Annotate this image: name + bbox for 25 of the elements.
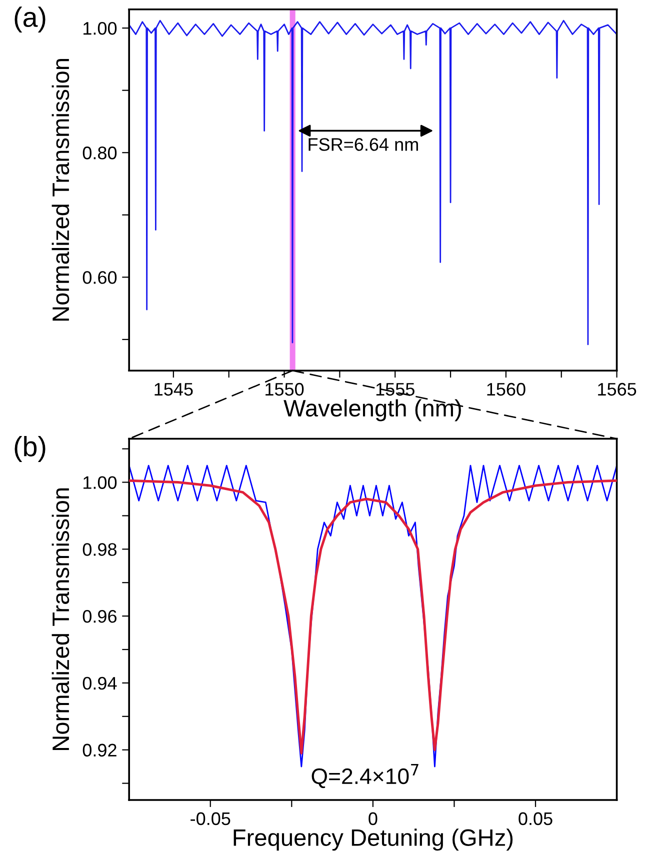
y-axis-title: Normalized Transmission bbox=[52, 58, 70, 321]
annotation: Q=2.4×10$^{7}$ bbox=[312, 764, 418, 788]
x-tick-label: 1550 bbox=[266, 382, 304, 396]
y-tick-label: 0.60 bbox=[82, 271, 117, 284]
x-tick-label: 1545 bbox=[154, 383, 193, 396]
x-axis-title: Frequency Detuning (GHz) bbox=[234, 828, 513, 851]
y-tick-label: 0.98 bbox=[82, 543, 117, 556]
chart-title: (a) bbox=[14, 6, 46, 33]
y-tick-label: 1.00 bbox=[84, 22, 117, 35]
y-tick-label: 0.92 bbox=[82, 744, 116, 757]
chart-title: (b) bbox=[14, 436, 46, 462]
x-tick-label: 1555 bbox=[376, 383, 414, 396]
x-tick-label: 0 bbox=[368, 812, 378, 826]
annotation: FSR=6.64 nm bbox=[308, 138, 418, 151]
y-tick-label: 0.96 bbox=[82, 610, 116, 623]
x-tick-label: 1560 bbox=[487, 382, 526, 396]
x-tick-label: -0.05 bbox=[190, 812, 230, 826]
line-series bbox=[129, 20, 617, 346]
x-tick-label: 0.05 bbox=[518, 812, 552, 826]
y-tick-label: 0.80 bbox=[82, 146, 117, 160]
y-tick-label: 0.94 bbox=[82, 676, 117, 690]
x-tick-label: 1565 bbox=[598, 382, 636, 396]
x-axis-title: Wavelength (nm) bbox=[284, 399, 461, 422]
y-tick-label: 1.00 bbox=[84, 476, 117, 489]
y-axis-title: Normalized Transmission bbox=[52, 488, 70, 750]
